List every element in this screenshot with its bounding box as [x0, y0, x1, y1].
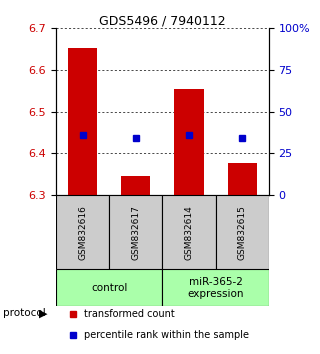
Text: ▶: ▶	[39, 308, 47, 318]
Title: GDS5496 / 7940112: GDS5496 / 7940112	[99, 14, 226, 27]
Text: protocol: protocol	[3, 308, 46, 318]
Bar	[109, 195, 162, 269]
Text: transformed count: transformed count	[84, 309, 174, 319]
Bar	[228, 164, 257, 195]
Bar	[216, 195, 269, 269]
Bar	[163, 195, 216, 269]
Bar	[56, 195, 109, 269]
Bar	[56, 269, 163, 306]
Bar	[174, 89, 204, 195]
Text: control: control	[91, 283, 127, 293]
Text: GSM832616: GSM832616	[78, 205, 87, 259]
Text: GSM832615: GSM832615	[238, 205, 247, 259]
Bar	[163, 269, 269, 306]
Bar	[68, 48, 97, 195]
Text: miR-365-2
expression: miR-365-2 expression	[187, 277, 244, 298]
Bar	[121, 176, 150, 195]
Text: percentile rank within the sample: percentile rank within the sample	[84, 330, 249, 340]
Text: GSM832617: GSM832617	[131, 205, 140, 259]
Text: GSM832614: GSM832614	[185, 205, 194, 259]
